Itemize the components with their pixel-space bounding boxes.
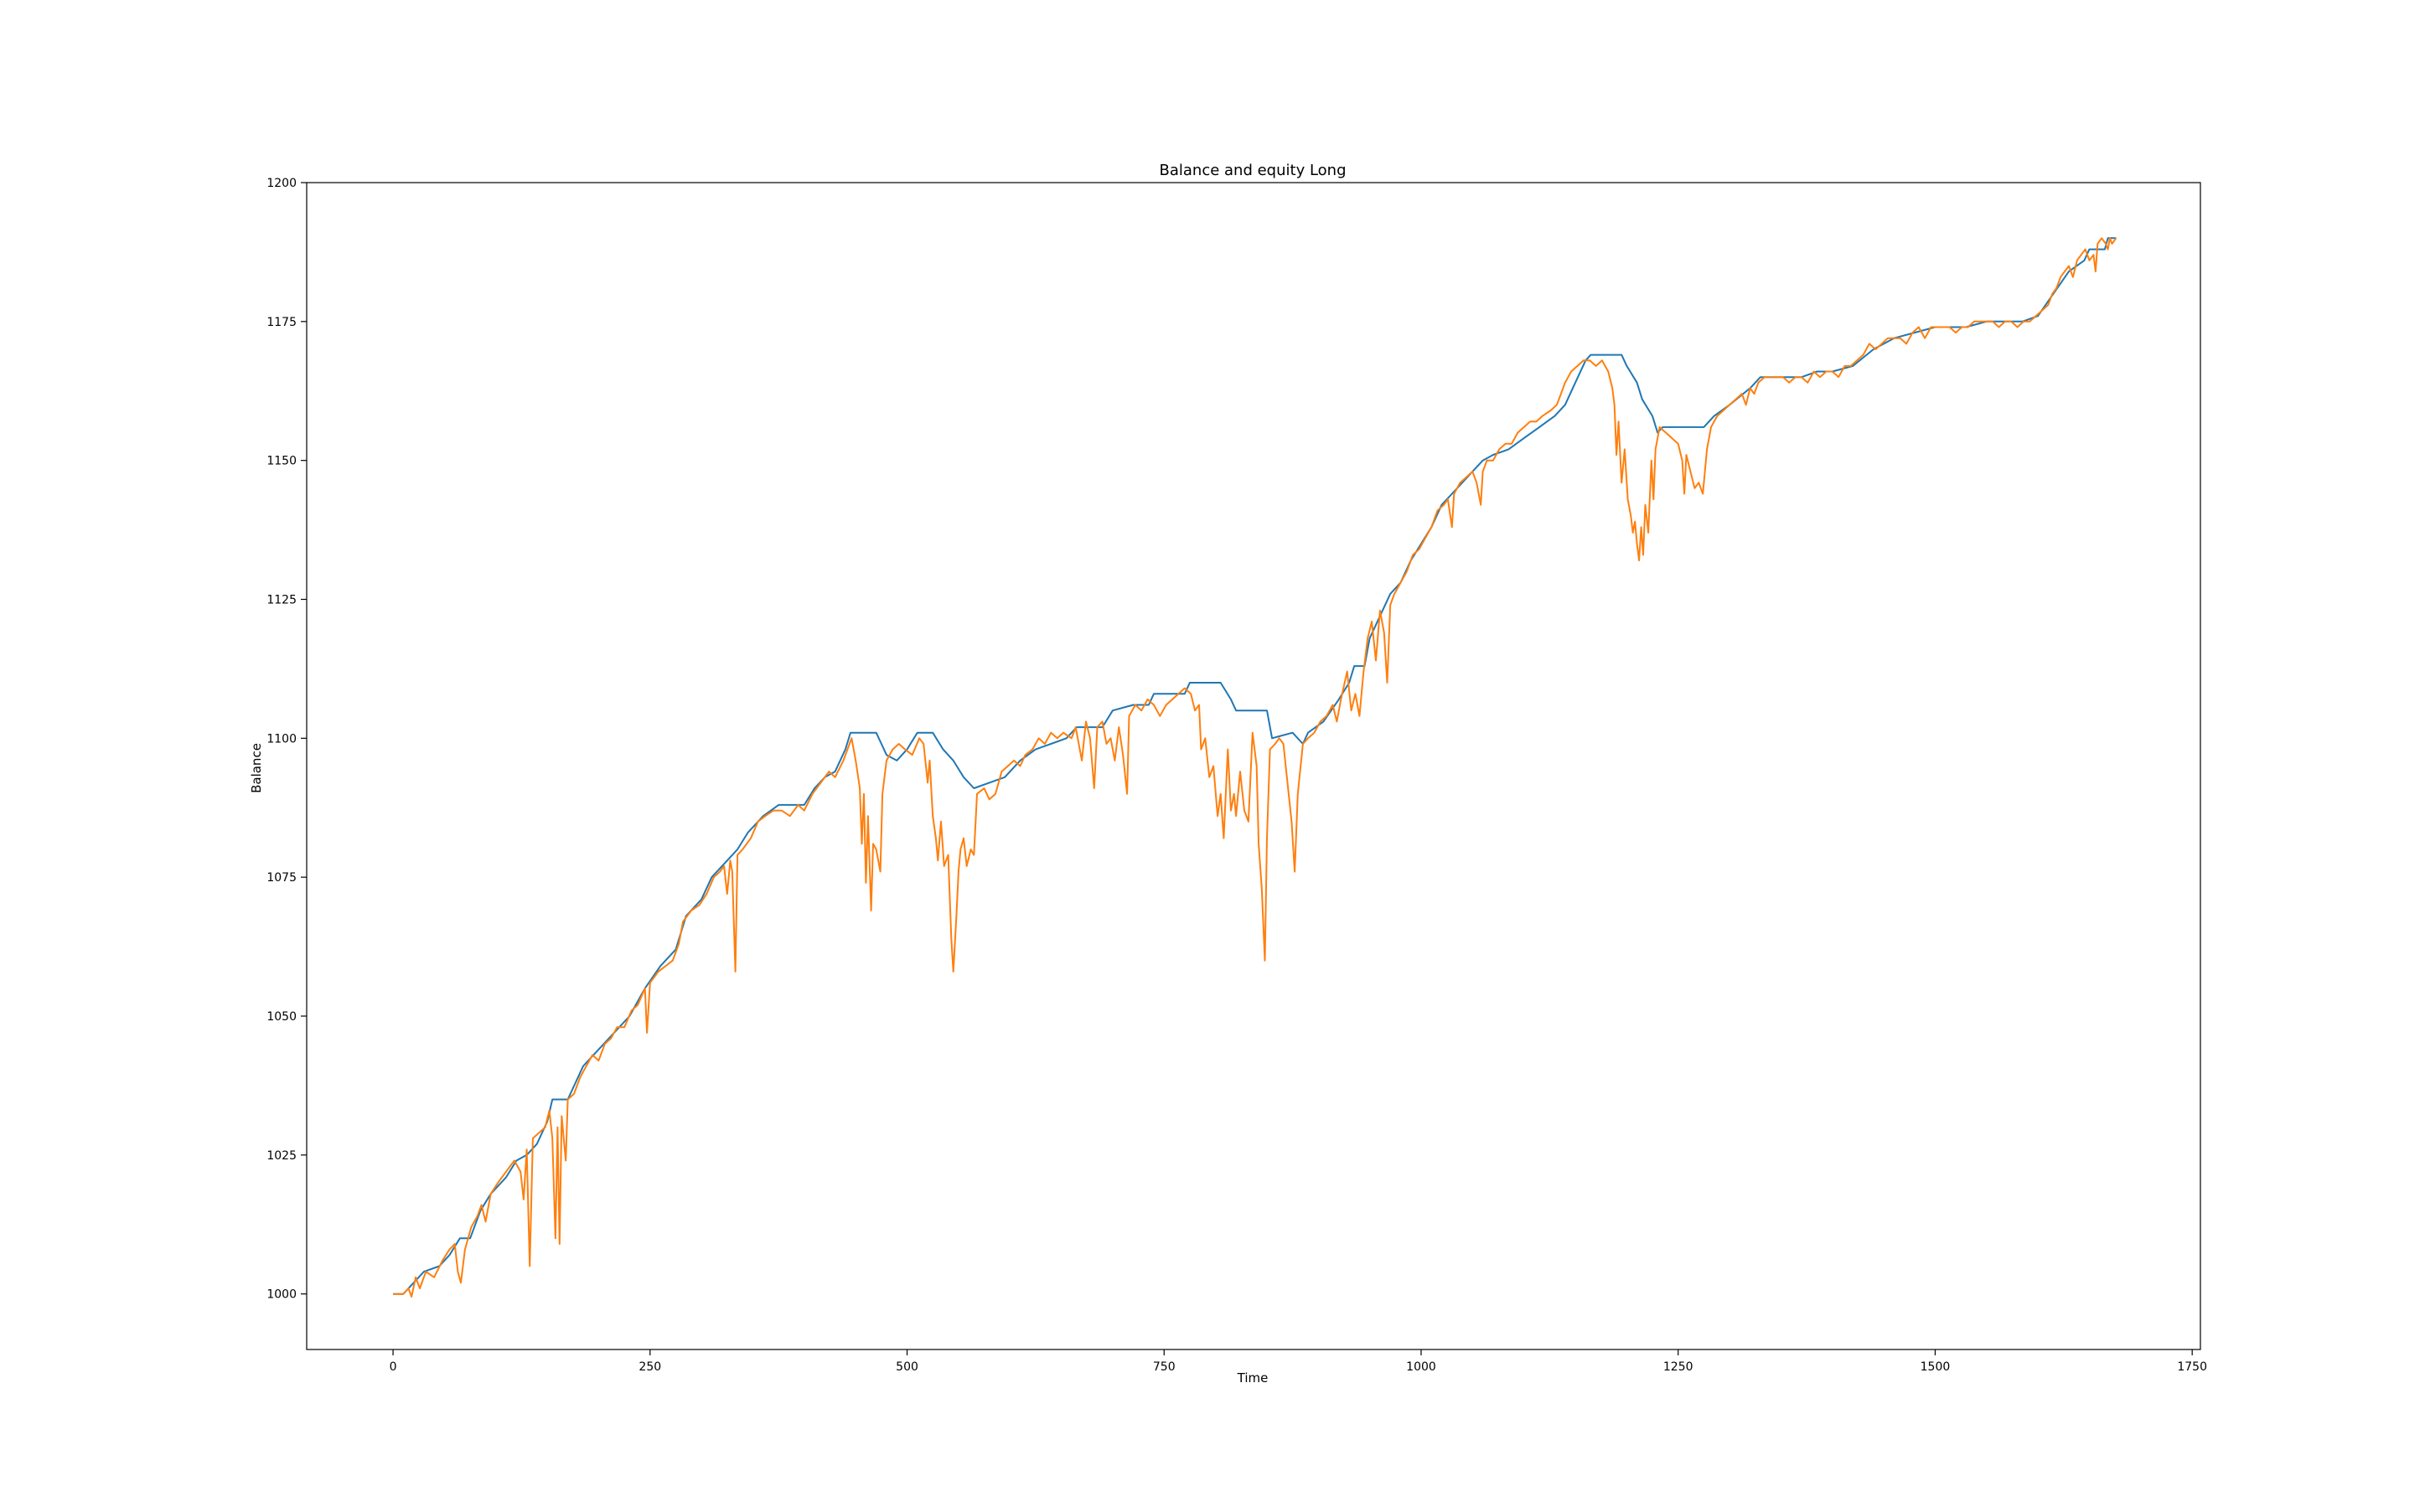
y-axis-label: Balance bbox=[249, 743, 264, 793]
y-tick-label: 1100 bbox=[266, 732, 297, 746]
y-tick-label: 1125 bbox=[266, 594, 297, 607]
x-tick-label: 1000 bbox=[1406, 1360, 1436, 1374]
y-tick-label: 1000 bbox=[266, 1288, 297, 1302]
x-tick-label: 500 bbox=[896, 1360, 918, 1374]
chart-title: Balance and equity Long bbox=[1160, 162, 1347, 179]
plot-frame bbox=[306, 182, 2201, 1350]
y-tick-label: 1050 bbox=[266, 1010, 297, 1024]
y-tick-label: 1150 bbox=[266, 455, 297, 468]
y-tick-label: 1200 bbox=[266, 177, 297, 190]
y-tick-label: 1075 bbox=[266, 871, 297, 885]
x-axis-label: Time bbox=[1237, 1370, 1269, 1386]
x-tick-label: 1250 bbox=[1663, 1360, 1693, 1374]
y-tick-label: 1025 bbox=[266, 1149, 297, 1163]
y-tick-label: 1175 bbox=[266, 316, 297, 329]
x-tick-label: 0 bbox=[390, 1360, 397, 1374]
plot-area bbox=[393, 237, 2117, 1298]
x-tick-label: 1500 bbox=[1921, 1360, 1951, 1374]
y-axis: 1000 1025 1050 1075 1100 1125 1150 1175 1200 bbox=[266, 177, 307, 1302]
x-tick-label: 250 bbox=[639, 1360, 661, 1374]
x-tick-label: 750 bbox=[1153, 1360, 1176, 1374]
series-line-2 bbox=[393, 237, 2117, 1298]
x-axis: 0 250 500 750 1000 1250 1500 1750 bbox=[390, 1349, 2207, 1374]
x-tick-label: 1750 bbox=[2177, 1360, 2207, 1374]
